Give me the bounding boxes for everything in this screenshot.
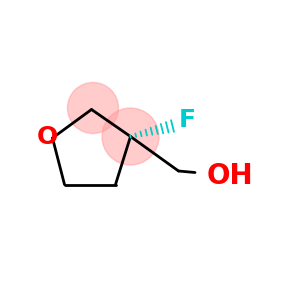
Text: OH: OH <box>207 161 253 190</box>
Text: O: O <box>37 124 58 148</box>
Circle shape <box>102 108 159 165</box>
Circle shape <box>68 82 118 134</box>
Text: F: F <box>178 108 196 132</box>
